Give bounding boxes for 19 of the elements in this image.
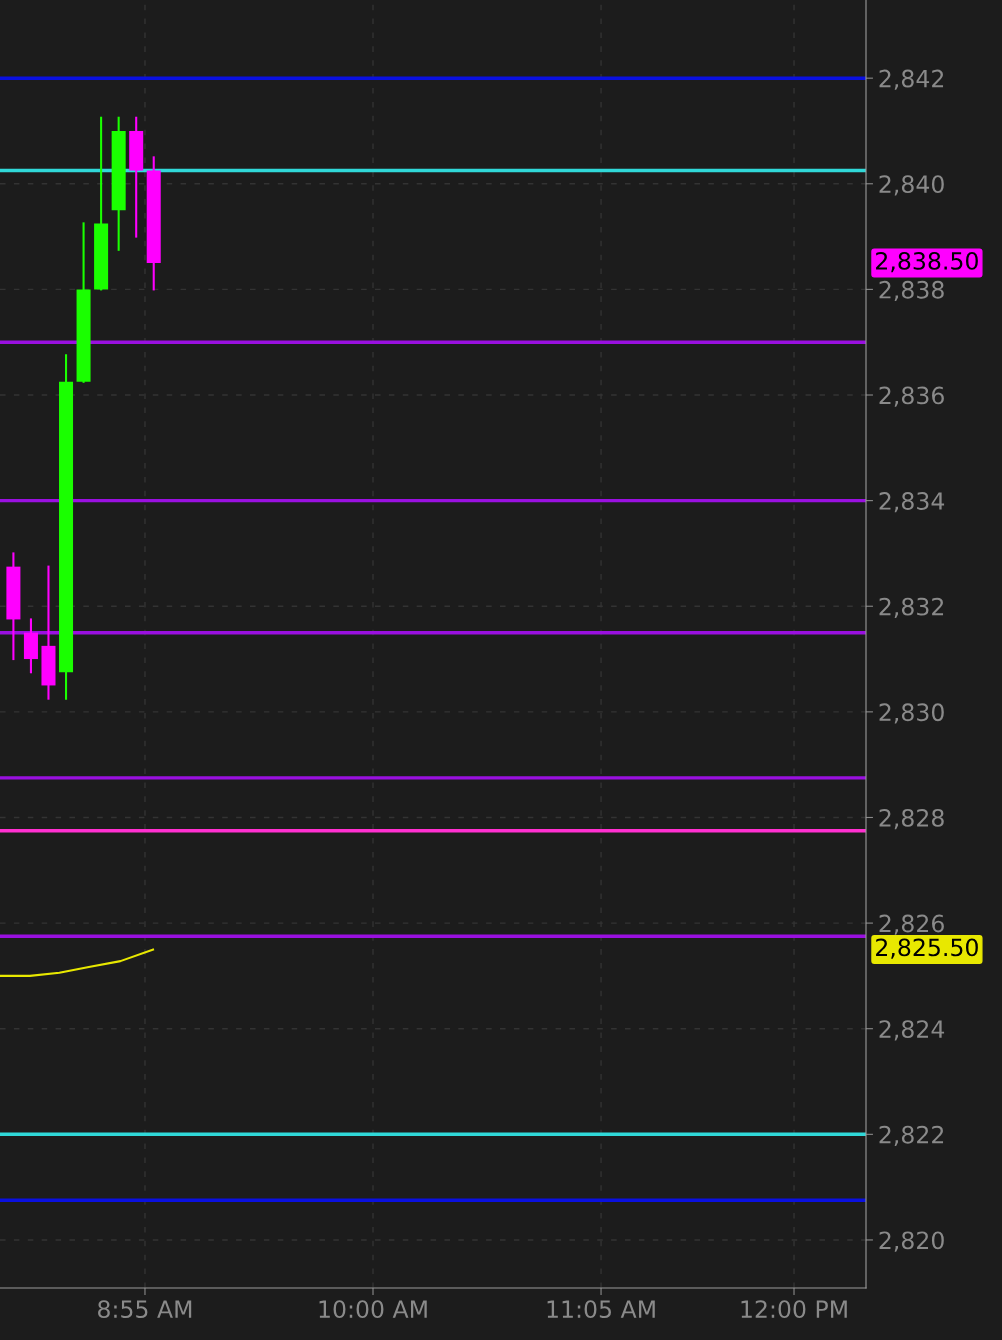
y-tick-label: 2,834 [879, 492, 945, 513]
x-tick-label: 10:00 AM [319, 1300, 427, 1319]
y-tick-label: 2,838 [879, 280, 944, 302]
y-tick-label: 2,824 [879, 1020, 945, 1041]
x-tick-label: 12:00 PM [741, 1300, 847, 1319]
y-tick-label: 2,840 [879, 175, 944, 196]
y-tick-label: 2,826 [879, 914, 944, 935]
y-tick-label: 2,820 [879, 1231, 944, 1252]
y-tick-label: 2,830 [879, 703, 944, 724]
x-tick-label: 11:05 AM [547, 1300, 655, 1319]
text: 2,825.50 [876, 938, 978, 959]
line-series [0, 948, 155, 977]
text: 2,838.50 [876, 251, 978, 273]
x-tick-label: 8:55 AM [98, 1300, 192, 1319]
y-tick-label: 2,822 [879, 1125, 944, 1147]
y-tick-label: 2,842 [879, 69, 944, 90]
y-tick-label: 2,836 [879, 386, 944, 407]
y-tick-label: 2,828 [879, 808, 944, 830]
y-tick-label: 2,832 [879, 597, 944, 618]
